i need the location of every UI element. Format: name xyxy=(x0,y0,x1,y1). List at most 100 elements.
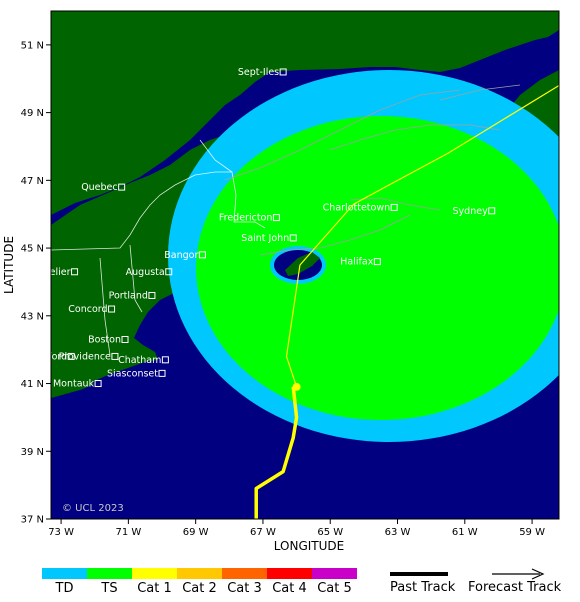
storm-tracks xyxy=(254,84,560,519)
city-hartford: Hartford xyxy=(28,351,75,362)
y-tick-label: 49 N xyxy=(21,108,44,119)
city-augusta: Augusta xyxy=(126,267,173,278)
city-marker xyxy=(390,203,398,211)
city-marker xyxy=(118,183,126,191)
legend-label-cat-1: Cat 1 xyxy=(137,581,172,596)
city-marker xyxy=(373,258,381,266)
city-label: Providence xyxy=(59,351,111,362)
city-sydney: Sydney xyxy=(453,206,496,217)
forecast-track-line xyxy=(285,84,560,388)
city-marker xyxy=(111,352,119,360)
legend-label-cat-3: Cat 3 xyxy=(227,581,262,596)
nova-scotia-inside xyxy=(285,252,320,276)
x-tick-label: 71 W xyxy=(115,527,141,538)
city-marker xyxy=(94,380,102,388)
city-label: Concord xyxy=(68,304,107,315)
city-concord: Concord xyxy=(68,304,116,315)
copyright: © UCL 2023 xyxy=(62,503,124,514)
wind-field-ts xyxy=(196,116,559,420)
city-label: Sydney xyxy=(453,206,489,217)
current-position-marker xyxy=(292,382,301,391)
city-marker xyxy=(158,369,166,377)
city-marker xyxy=(198,251,206,259)
legend-swatch-cat-4 xyxy=(267,568,312,579)
x-tick-label: 67 W xyxy=(250,527,276,538)
legend-swatch-ts xyxy=(87,568,132,579)
plot-frame xyxy=(50,10,560,520)
city-fredericton: Fredericton xyxy=(219,213,280,224)
city-marker xyxy=(161,356,169,364)
city-boston: Boston xyxy=(88,335,129,346)
legend-swatch-cat-2 xyxy=(177,568,222,579)
city-label: Quebec xyxy=(81,182,117,193)
city-charlottetown: Charlottetown xyxy=(323,202,398,213)
legend-label-cat-5: Cat 5 xyxy=(317,581,352,596)
legend-label-cat-2: Cat 2 xyxy=(182,581,217,596)
city-marker xyxy=(488,207,496,215)
city-montauk: Montauk xyxy=(53,379,102,390)
city-label: Montauk xyxy=(53,379,95,390)
legend-label-cat-4: Cat 4 xyxy=(272,581,307,596)
city-marker xyxy=(108,305,116,313)
city-marker xyxy=(67,352,75,360)
city-chatham: Chatham xyxy=(118,355,169,366)
forecast-track-legend-label: Forecast Track xyxy=(468,580,562,595)
x-tick-label: 59 W xyxy=(519,527,545,538)
city-label: Bangor xyxy=(164,250,198,261)
past-track-line xyxy=(254,386,299,519)
forecast-track-legend-arrow xyxy=(531,568,545,580)
past-track-legend-label: Past Track xyxy=(390,580,456,595)
city-label: Sept-Iles xyxy=(238,67,279,78)
city-label: Boston xyxy=(88,335,121,346)
y-tick-label: 39 N xyxy=(21,447,44,458)
city-label: Saint John xyxy=(241,233,289,244)
city-label: Siasconset xyxy=(107,368,158,379)
legend-swatch-td xyxy=(42,568,87,579)
city-markers: Sept-Iles Quebec Charlottetown Fredericton S… xyxy=(20,67,496,390)
city-label: Charlottetown xyxy=(323,202,390,213)
y-tick-label: 43 N xyxy=(21,311,44,322)
x-tick-label: 69 W xyxy=(183,527,209,538)
y-tick-label: 47 N xyxy=(21,176,44,187)
city-saint-john: Saint John xyxy=(241,233,297,244)
x-tick-label: 63 W xyxy=(385,527,411,538)
x-tick-label: 65 W xyxy=(317,527,343,538)
y-axis-title: LATITUDE xyxy=(2,236,16,294)
city-quebec: Quebec xyxy=(81,182,126,193)
city-marker xyxy=(121,336,129,344)
city-label: Portland xyxy=(109,290,148,301)
y-tick-label: 37 N xyxy=(21,515,44,526)
city-label: Chatham xyxy=(118,355,161,366)
city-providence: Providence xyxy=(59,351,119,362)
city-siasconset: Siasconset xyxy=(107,368,166,379)
city-marker xyxy=(289,234,297,242)
city-marker xyxy=(279,68,287,76)
legend-label-ts: TS xyxy=(100,581,117,596)
grey-coastline xyxy=(224,84,521,256)
y-tick-label: 41 N xyxy=(21,379,44,390)
city-sept-iles: Sept-Iles xyxy=(238,67,287,78)
political-borders xyxy=(51,139,266,356)
city-marker xyxy=(272,214,280,222)
axes: 73 W 71 W 69 W 67 W 65 W 63 W 61 W 59 W 37 N 39 N… xyxy=(21,40,545,538)
city-label: Halifax xyxy=(340,257,373,268)
legend-label-td: TD xyxy=(55,581,74,596)
city-portland: Portland xyxy=(109,290,156,301)
track-legend: Past Track Forecast Track xyxy=(390,568,562,595)
land-long-island xyxy=(51,381,95,398)
city-montpelier: Montpelier xyxy=(20,267,79,278)
legend-swatch-cat-3 xyxy=(222,568,267,579)
city-label: Montpelier xyxy=(20,267,71,278)
city-marker xyxy=(165,268,173,276)
x-tick-label: 61 W xyxy=(452,527,478,538)
city-marker xyxy=(148,291,156,299)
city-halifax: Halifax xyxy=(340,257,381,268)
city-label: Augusta xyxy=(126,267,165,278)
intensity-legend: TD TS Cat 1 Cat 2 Cat 3 Cat 4 Cat 5 xyxy=(42,568,357,596)
city-marker xyxy=(71,268,79,276)
y-tick-label: 45 N xyxy=(21,244,44,255)
city-label: Hartford xyxy=(28,351,68,362)
legend-swatch-cat-1 xyxy=(132,568,177,579)
land-north xyxy=(51,11,559,215)
